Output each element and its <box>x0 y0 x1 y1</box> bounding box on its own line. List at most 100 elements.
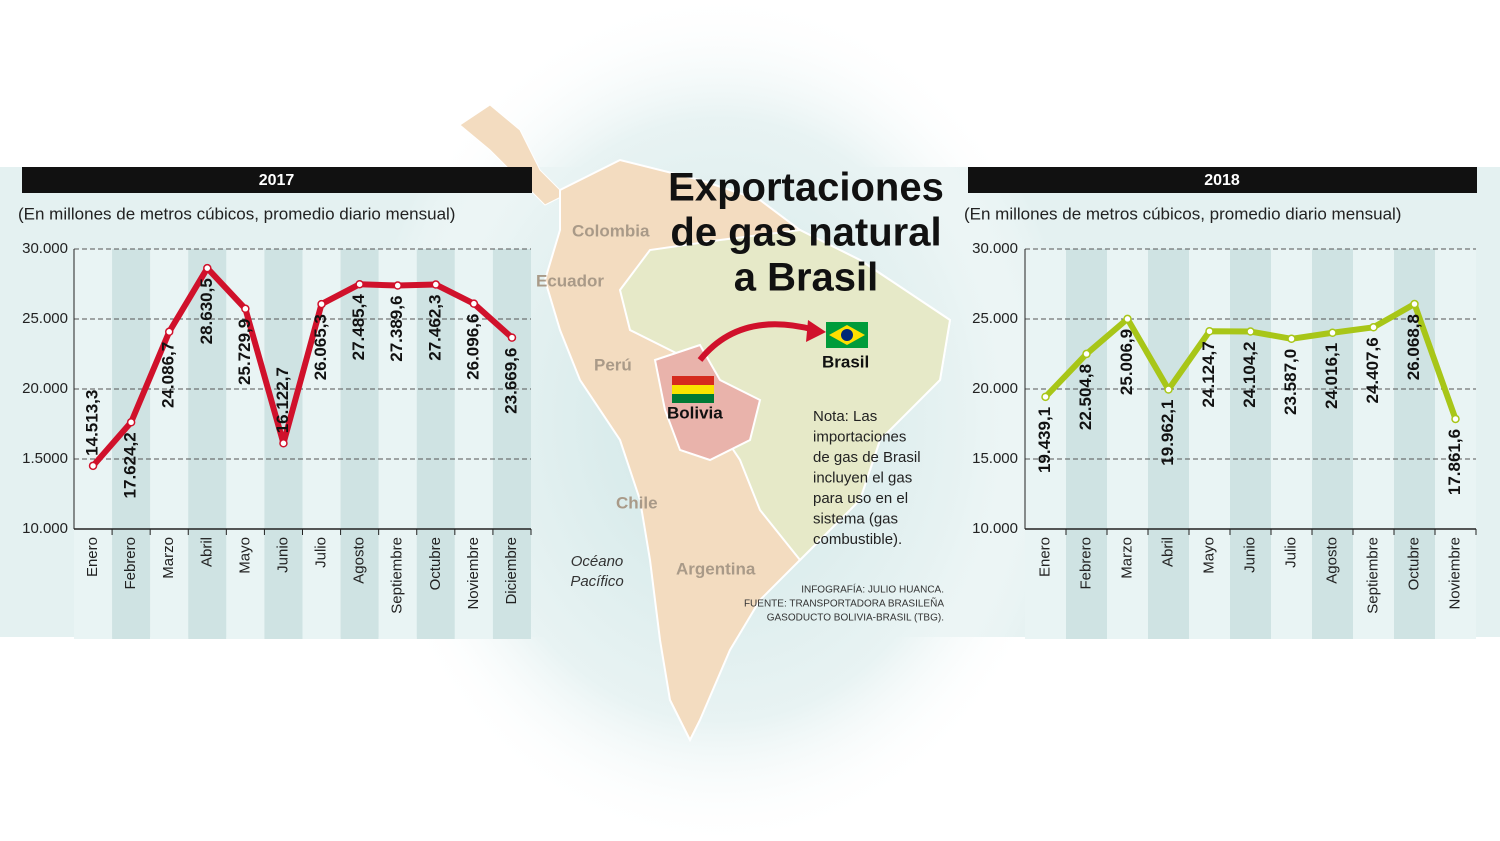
point <box>393 281 402 290</box>
data-label: 28.630,5 <box>197 278 216 344</box>
point <box>279 439 288 448</box>
point <box>241 304 250 314</box>
x-tick-label: Mayo <box>1200 537 1217 574</box>
column-band <box>1025 249 1066 639</box>
data-label: 26.096,6 <box>463 314 482 380</box>
ocean-label: Océano <box>571 553 624 570</box>
data-label: 25.006,9 <box>1117 329 1136 395</box>
line <box>90 265 514 468</box>
credit-line: INFOGRAFÍA: JULIO HUANCA. <box>801 583 944 596</box>
chart-subtitle: (En millones de metros cúbicos, promedio… <box>964 204 1401 223</box>
country-label: Perú <box>594 355 632 374</box>
country-label: Argentina <box>676 559 756 578</box>
y-tick-label: 1.5000 <box>22 450 68 467</box>
x-tick-label: Febrero <box>122 537 139 590</box>
point <box>1082 349 1091 359</box>
x-tick-label: Septiembre <box>389 537 406 614</box>
column-band <box>340 249 379 639</box>
main-title: a Brasil <box>734 256 879 300</box>
y-tick-label: 30.000 <box>972 240 1018 257</box>
x-tick-label: Julio <box>1282 537 1299 568</box>
ocean-label: Pacífico <box>570 573 623 590</box>
data-label: 27.462,3 <box>425 295 444 361</box>
map: Colombia Ecuador Perú Chile Argentina Bo… <box>459 104 952 743</box>
data-label: 26.065,3 <box>311 314 330 380</box>
x-tick-label: Noviembre <box>465 537 482 610</box>
data-label: 19.439,1 <box>1035 407 1054 473</box>
x-tick-label: Octubre <box>1405 537 1422 590</box>
main-title: Exportaciones <box>668 166 944 210</box>
column-band <box>1107 249 1148 639</box>
data-label: 26.068,8 <box>1404 314 1423 380</box>
credit-line: FUENTE: TRANSPORTADORA BRASILEÑA <box>744 597 944 610</box>
flag-stripe <box>672 394 714 403</box>
column-band <box>1353 249 1394 639</box>
country-label: Chile <box>616 493 658 512</box>
column-band <box>492 249 531 639</box>
chart-subtitle: (En millones de metros cúbicos, promedio… <box>18 204 455 223</box>
point <box>355 279 364 289</box>
arrow-head <box>806 320 826 342</box>
point <box>1451 414 1460 424</box>
data-label: 27.389,6 <box>387 296 406 362</box>
y-tick-label: 20.000 <box>22 380 68 397</box>
data-label: 22.504,8 <box>1076 364 1095 430</box>
header-bar <box>968 167 1477 193</box>
note-line: importaciones <box>813 428 906 445</box>
column-band <box>416 249 455 639</box>
credit-line: GASODUCTO BOLIVIA-BRASIL (TBG). <box>767 613 944 624</box>
data-label: 23.669,6 <box>501 348 520 414</box>
point <box>1246 327 1255 336</box>
x-tick-label: Marzo <box>1118 537 1135 579</box>
note-line: incluyen el gas <box>813 469 912 486</box>
flag-stripe <box>672 376 714 385</box>
x-tick-label: Julio <box>313 537 330 568</box>
point <box>469 299 479 308</box>
x-tick-label: Junio <box>1241 537 1258 573</box>
x-tick-label: Abril <box>1159 537 1176 567</box>
point <box>507 333 517 342</box>
note-line: para uso en el <box>813 490 908 507</box>
data-label: 24.016,1 <box>1322 343 1341 409</box>
point <box>1410 299 1419 309</box>
y-tick-label: 30.000 <box>22 240 68 257</box>
y-tick-label: 25.000 <box>22 310 68 327</box>
data-label: 24.407,6 <box>1363 337 1382 403</box>
point <box>1369 323 1378 332</box>
point <box>431 280 441 289</box>
data-label: 27.485,4 <box>349 294 368 361</box>
column-band <box>1435 249 1476 639</box>
country-label: Bolivia <box>667 403 723 422</box>
y-tick-label: 25.000 <box>972 310 1018 327</box>
data-label: 17.861,6 <box>1445 429 1464 495</box>
x-tick-label: Junio <box>274 537 291 573</box>
flag-stripe <box>672 385 714 394</box>
x-tick-label: Mayo <box>236 537 253 574</box>
x-tick-label: Diciembre <box>503 537 520 605</box>
column-band <box>378 249 417 639</box>
flag-circle <box>841 329 853 341</box>
point <box>88 461 98 471</box>
chart-title: 2018 <box>1204 172 1240 189</box>
y-tick-label: 20.000 <box>972 380 1018 397</box>
column-band <box>1271 249 1312 639</box>
x-tick-label: Enero <box>1036 537 1053 577</box>
note-line: combustible). <box>813 531 902 548</box>
column-band <box>112 249 151 639</box>
x-tick-label: Octubre <box>427 537 444 590</box>
country-label: Ecuador <box>536 271 604 290</box>
note-line: de gas de Brasil <box>813 449 921 466</box>
data-label: 24.086,7 <box>159 342 178 408</box>
point <box>126 418 136 427</box>
x-tick-label: Septiembre <box>1364 537 1381 614</box>
column-band <box>1230 249 1271 639</box>
point <box>1287 334 1296 344</box>
x-tick-label: Agosto <box>1323 537 1340 584</box>
data-label: 16.122,7 <box>273 367 292 433</box>
data-label: 14.513,3 <box>83 390 102 456</box>
point <box>1328 328 1337 338</box>
x-tick-label: Enero <box>84 537 101 577</box>
point <box>164 327 174 337</box>
